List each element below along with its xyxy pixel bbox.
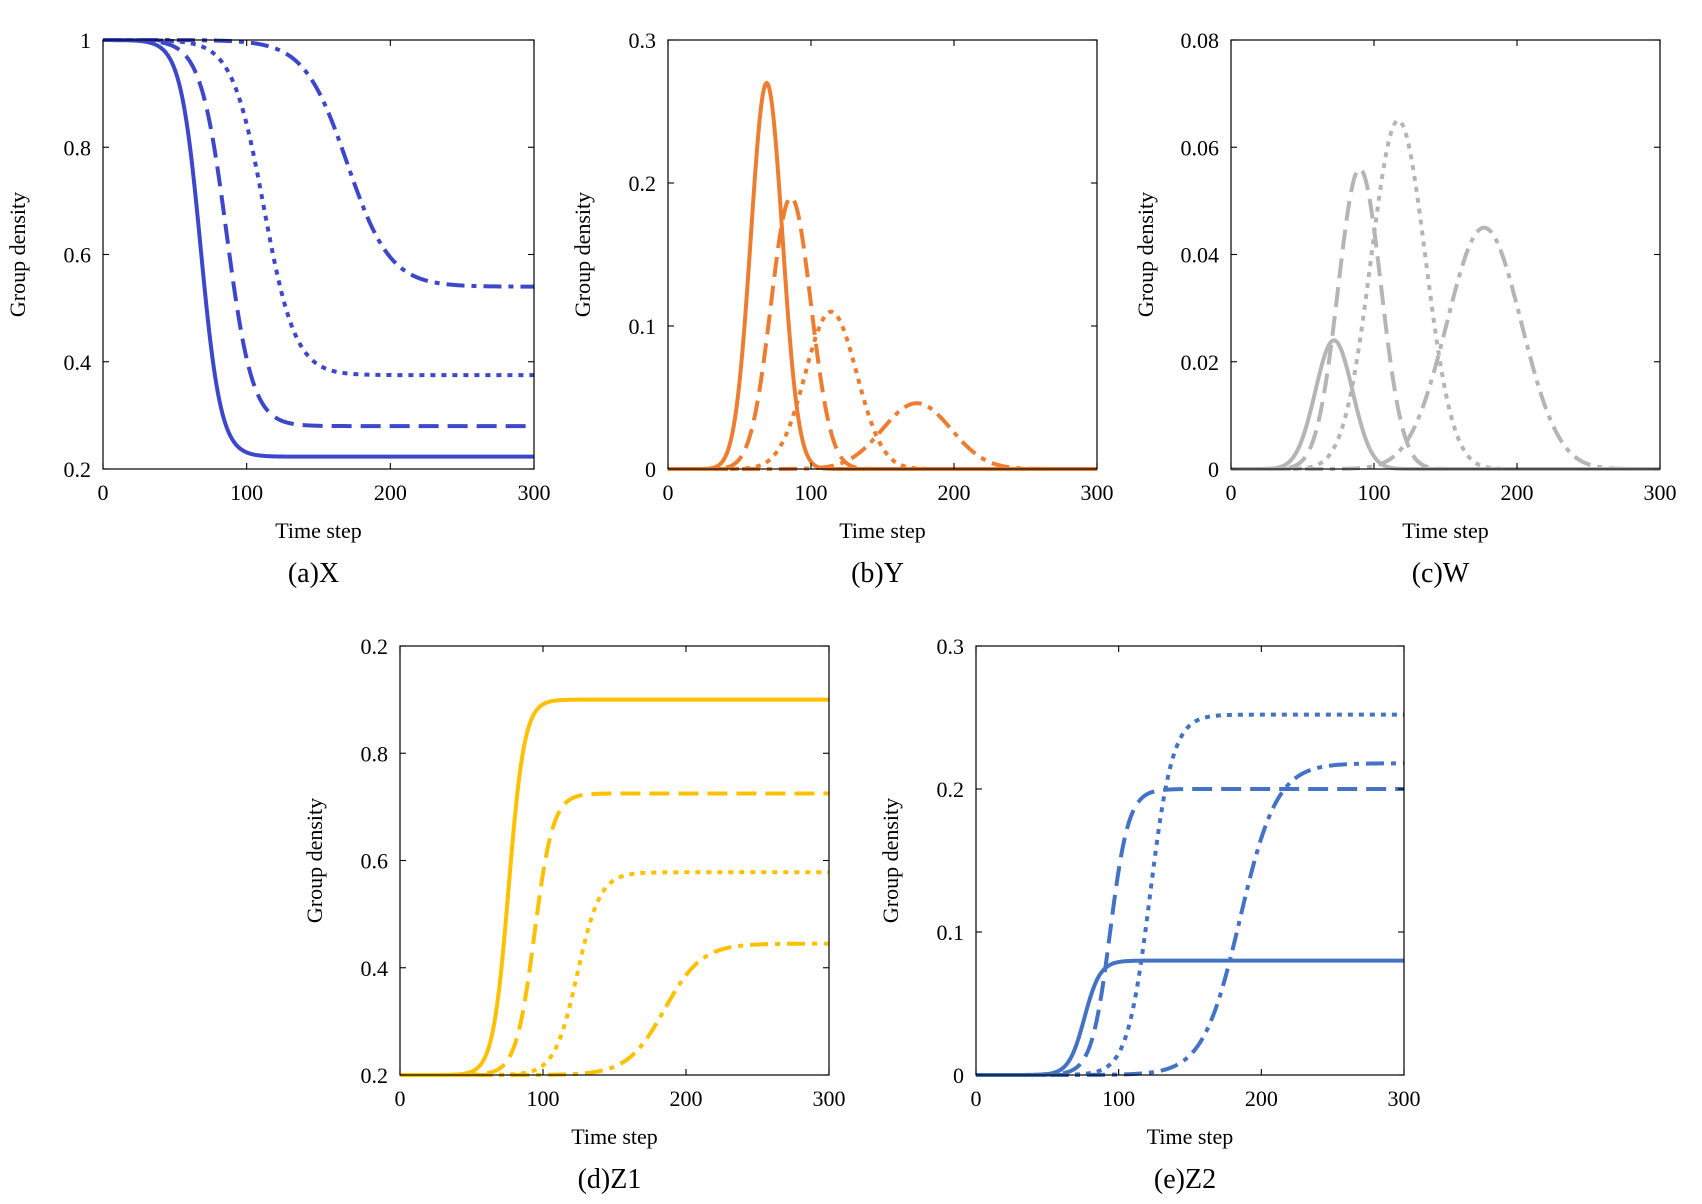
y-tick-label: 0.1 bbox=[629, 314, 657, 339]
series-dotted-line bbox=[975, 712, 1405, 1077]
series-dashdot-line bbox=[1230, 225, 1661, 471]
x-tick-label: 100 bbox=[795, 480, 828, 505]
y-tick-label: 0.2 bbox=[64, 457, 92, 482]
chart-b: 0 100 200 300 0 0.1 0.2 0.3 Time step Group densi… bbox=[570, 28, 1114, 589]
x-tick-label: 300 bbox=[518, 480, 551, 505]
y-axis-label: Group density bbox=[878, 798, 903, 923]
y-tick-label: 0.1 bbox=[937, 920, 965, 945]
subplot-caption: (e)Z2 bbox=[1154, 1164, 1216, 1195]
series-dashed-line bbox=[1230, 166, 1661, 471]
x-tick-label: 100 bbox=[1358, 480, 1391, 505]
x-axis-label: Time step bbox=[1402, 518, 1489, 543]
plot-frame bbox=[975, 645, 1405, 1076]
series-dotted-line bbox=[667, 309, 1098, 471]
x-tick-label: 200 bbox=[374, 480, 407, 505]
y-axis-label: Group density bbox=[302, 798, 327, 923]
y-tick-label: 0.2 bbox=[629, 171, 657, 196]
chart-d: 0 100 200 300 0.2 0.4 0.6 0.8 0.2 Time step Group … bbox=[302, 634, 846, 1195]
x-tick-label: 200 bbox=[1501, 480, 1534, 505]
x-tick-label: 100 bbox=[1102, 1086, 1135, 1111]
chart-a: 0 100 200 300 0.2 0.4 0.6 0.8 1 Time step Group de… bbox=[5, 28, 551, 589]
series-solid-line bbox=[102, 38, 535, 459]
series-solid-line bbox=[975, 958, 1405, 1077]
y-tick-label: 0.6 bbox=[64, 243, 92, 268]
y-axis-label: Group density bbox=[5, 192, 30, 317]
series-dotted-line bbox=[399, 870, 830, 1077]
y-tick-label: 0.2 bbox=[361, 634, 389, 659]
series-dashdot-line bbox=[399, 941, 830, 1077]
x-axis-label: Time step bbox=[571, 1124, 658, 1149]
plot-frame bbox=[1230, 39, 1661, 470]
y-tick-label: 0.04 bbox=[1181, 243, 1220, 268]
x-tick-label: 300 bbox=[813, 1086, 846, 1111]
y-tick-label: 0 bbox=[1208, 457, 1219, 482]
subplot-caption: (d)Z1 bbox=[578, 1164, 642, 1195]
series-dashdot-line bbox=[667, 401, 1098, 471]
plot-frame bbox=[667, 39, 1098, 470]
series-dashed-line bbox=[399, 791, 830, 1077]
y-tick-label: 0.2 bbox=[361, 1063, 389, 1088]
y-tick-label: 0.8 bbox=[64, 135, 92, 160]
plot-frame bbox=[399, 645, 830, 1076]
y-tick-label: 0.4 bbox=[361, 956, 389, 981]
y-tick-label: 0 bbox=[953, 1063, 964, 1088]
x-tick-label: 0 bbox=[395, 1086, 406, 1111]
y-tick-label: 0.4 bbox=[64, 350, 92, 375]
x-tick-label: 300 bbox=[1388, 1086, 1421, 1111]
y-tick-label: 0.08 bbox=[1181, 28, 1220, 53]
x-tick-label: 300 bbox=[1644, 480, 1677, 505]
series-solid-line bbox=[1230, 338, 1661, 471]
series-dashdot-line bbox=[102, 38, 535, 289]
y-axis-label: Group density bbox=[570, 192, 595, 317]
x-axis-label: Time step bbox=[1147, 1124, 1234, 1149]
series-solid-line bbox=[399, 697, 830, 1077]
x-tick-label: 100 bbox=[527, 1086, 560, 1111]
x-tick-label: 200 bbox=[938, 480, 971, 505]
y-tick-label: 0.8 bbox=[361, 741, 389, 766]
subplot-caption: (c)W bbox=[1412, 558, 1470, 589]
y-axis-label: Group density bbox=[1133, 192, 1158, 317]
chart-c: 0 100 200 300 0 0.02 0.04 0.06 0.08 Time step Grou… bbox=[1133, 28, 1677, 589]
x-tick-label: 0 bbox=[1226, 480, 1237, 505]
x-axis-label: Time step bbox=[839, 518, 926, 543]
y-tick-label: 0.2 bbox=[937, 777, 965, 802]
x-tick-label: 300 bbox=[1081, 480, 1114, 505]
y-tick-label: 0.3 bbox=[937, 634, 965, 659]
chart-e: 0 100 200 300 0 0.1 0.2 0.3 Time step Group densi… bbox=[878, 634, 1421, 1195]
x-tick-label: 100 bbox=[230, 480, 263, 505]
x-axis-label: Time step bbox=[275, 518, 362, 543]
series-dashed-line bbox=[102, 38, 535, 429]
x-tick-label: 0 bbox=[98, 480, 109, 505]
x-tick-label: 200 bbox=[1245, 1086, 1278, 1111]
y-tick-label: 1 bbox=[80, 28, 91, 53]
x-tick-label: 200 bbox=[670, 1086, 703, 1111]
subplot-caption: (b)Y bbox=[851, 558, 904, 589]
y-tick-label: 0.3 bbox=[629, 28, 657, 53]
y-tick-label: 0 bbox=[645, 457, 656, 482]
x-tick-label: 0 bbox=[663, 480, 674, 505]
subplot-caption: (a)X bbox=[288, 558, 339, 589]
y-tick-label: 0.6 bbox=[361, 849, 389, 874]
series-solid-line bbox=[667, 80, 1098, 471]
series-dashdot-line bbox=[975, 761, 1405, 1077]
series-dashed-line bbox=[975, 787, 1405, 1077]
series-dotted-line bbox=[1230, 118, 1661, 471]
x-tick-label: 0 bbox=[971, 1086, 982, 1111]
y-tick-label: 0.06 bbox=[1181, 135, 1220, 160]
y-tick-label: 0.02 bbox=[1181, 350, 1220, 375]
plot-frame bbox=[102, 39, 535, 470]
